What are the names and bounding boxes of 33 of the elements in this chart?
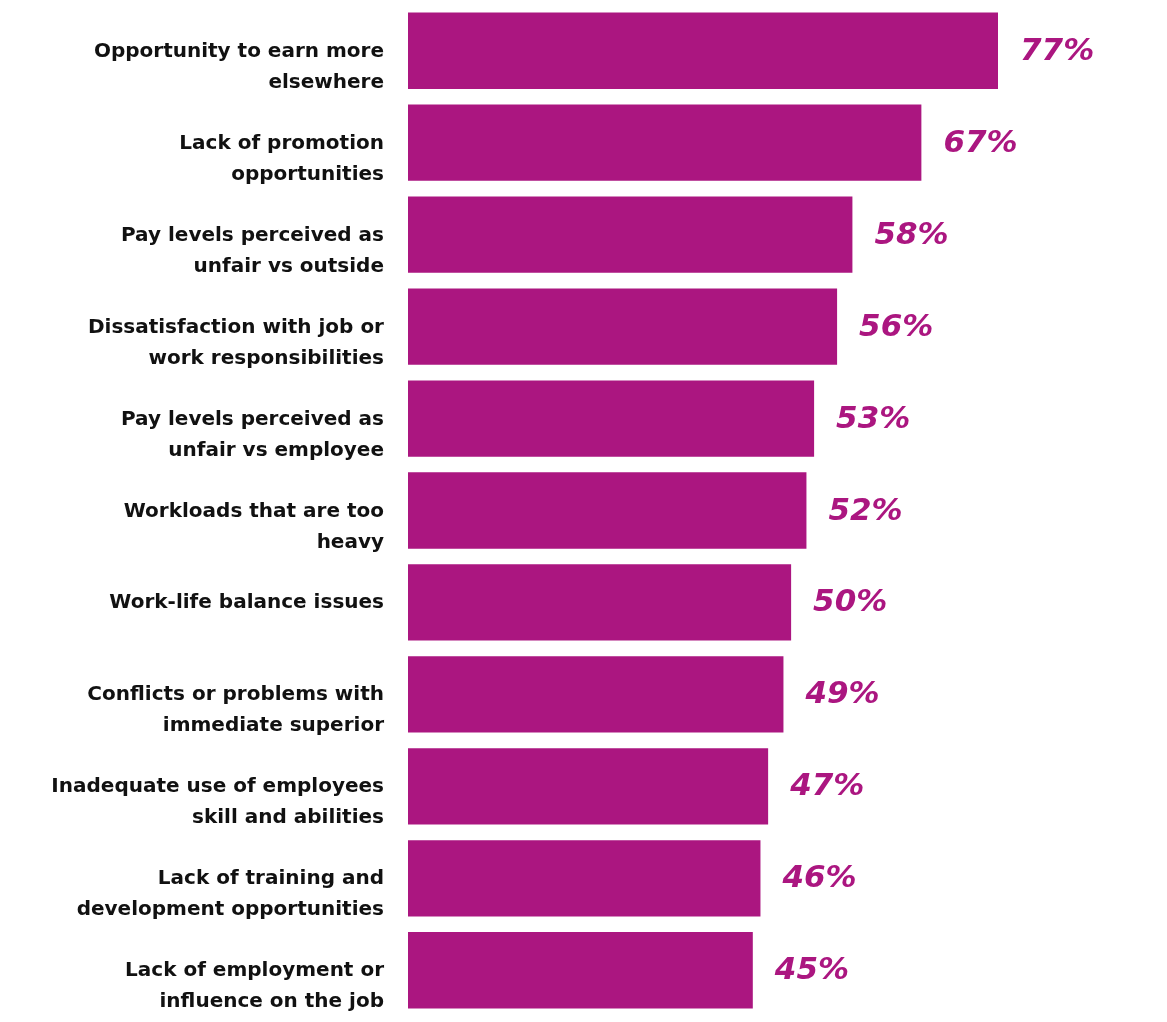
y-tick-label: Workloads that are too heavy — [123, 497, 384, 553]
y-tick-label: Pay levels perceived as unfair vs employee — [120, 405, 384, 461]
data-label: 77% — [1020, 30, 1095, 67]
data-label: 49% — [804, 674, 880, 711]
bar — [408, 840, 761, 917]
bar — [408, 12, 998, 89]
data-label: 53% — [836, 398, 911, 435]
data-label: 45% — [773, 950, 850, 987]
y-tick-label: Lack of promotion opportunities — [179, 129, 384, 185]
y-tick-label: Inadequate use of employees skill and abilities — [51, 773, 384, 829]
bar — [408, 564, 792, 641]
data-label: 58% — [874, 214, 949, 251]
data-label: 46% — [781, 858, 857, 895]
bar — [408, 288, 838, 365]
bar — [408, 748, 769, 825]
data-label: 67% — [943, 122, 1018, 159]
data-label: 52% — [828, 490, 903, 527]
data-label: 50% — [813, 582, 888, 619]
bar — [408, 104, 922, 181]
y-tick-label: Work-life balance issues — [109, 589, 384, 614]
y-tick-label: Pay levels perceived as unfair vs outside — [120, 221, 384, 277]
y-tick-label: Conflicts or problems with immediate superior — [87, 681, 385, 737]
bar — [408, 472, 807, 549]
data-label: 56% — [859, 306, 934, 343]
y-tick-label: Dissatisfaction with job or work responsibilities — [87, 313, 385, 369]
data-label: 47% — [789, 766, 865, 803]
y-tick-label: Lack of employment or influence on the job — [125, 957, 385, 1013]
y-tick-label: Opportunity to earn more elsewhere — [93, 37, 384, 93]
bar — [408, 656, 784, 733]
bar — [408, 380, 815, 457]
y-tick-label: Lack of training and development opportunities — [76, 865, 384, 921]
bar — [408, 196, 853, 273]
bar — [408, 932, 753, 1009]
